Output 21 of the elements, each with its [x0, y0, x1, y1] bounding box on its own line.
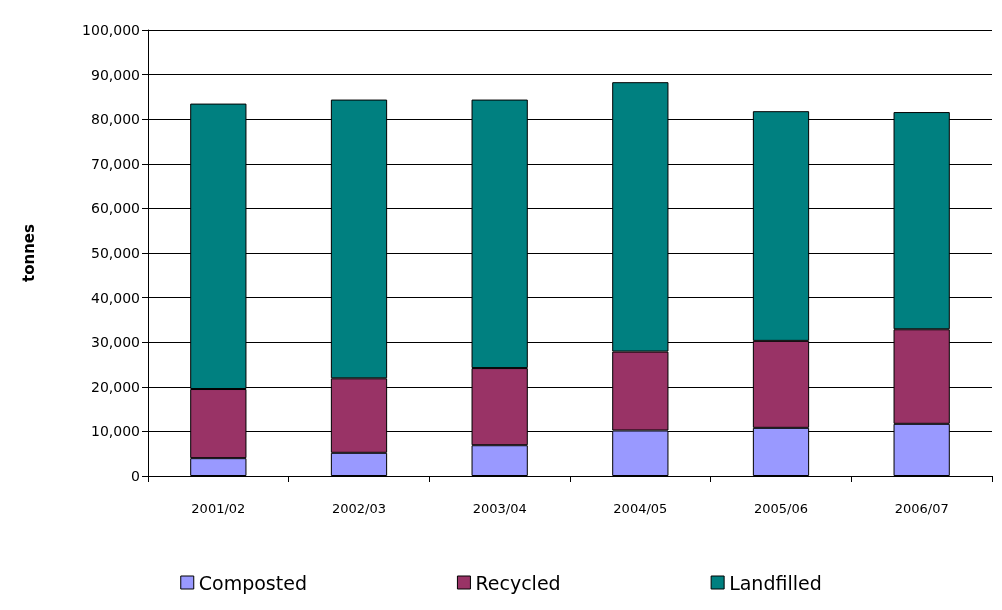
y-axis-title: tonnes — [19, 223, 38, 282]
y-tick-label: 90,000 — [91, 66, 140, 83]
y-tick-label: 100,000 — [82, 22, 140, 38]
y-tick-label: 0 — [131, 468, 140, 484]
y-tick-label: 50,000 — [91, 245, 140, 261]
y-tick-label: 10,000 — [91, 423, 140, 440]
y-tick-label: 80,000 — [91, 111, 140, 128]
legend-label: Recycled — [475, 571, 561, 594]
x-tick-label: 2004/05 — [613, 501, 668, 516]
x-tick-label: 2001/02 — [191, 501, 246, 516]
y-tick-label: 70,000 — [91, 155, 140, 172]
x-tick-label: 2005/06 — [753, 501, 809, 516]
y-tick-label: 30,000 — [91, 334, 140, 351]
x-tick-label: 2006/07 — [894, 501, 949, 516]
y-tick-label: 40,000 — [91, 289, 140, 306]
y-tick-label: 60,000 — [91, 200, 140, 217]
legend-label: Landfilled — [729, 571, 822, 594]
y-tick-label: 20,000 — [91, 378, 140, 395]
x-tick-label: 2002/03 — [331, 501, 387, 516]
legend-label: Composted — [198, 571, 307, 594]
x-tick-label: 2003/04 — [472, 501, 527, 516]
